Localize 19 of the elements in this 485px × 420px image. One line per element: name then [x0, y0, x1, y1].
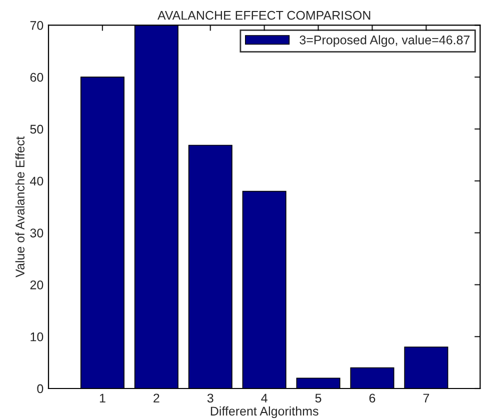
x-tick-label: 3: [207, 394, 214, 403]
y-tick-label: 20: [30, 280, 44, 290]
y-tick-label: 30: [30, 228, 44, 238]
x-tick-label: 1: [100, 394, 106, 402]
y-axis-title: Value of Avalanche Effect: [15, 136, 24, 278]
y-tick-label: 50: [30, 124, 44, 134]
y-tick-label: 40: [30, 176, 44, 186]
x-axis-title: Different Algorithms: [210, 406, 318, 418]
legend-label: 3=Proposed Algo, value=46.87: [300, 35, 470, 47]
y-tick-label: 0: [37, 384, 44, 394]
y-tick-label: 10: [30, 332, 44, 342]
chart-title: AVALANCHE EFFECT COMPARISON: [157, 10, 370, 20]
x-tick-label: 5: [315, 394, 322, 403]
y-tick-label: 70: [30, 21, 44, 30]
x-tick-label: 4: [261, 394, 268, 402]
y-tick-label: 60: [30, 72, 44, 82]
x-tick-label: 6: [369, 394, 376, 403]
x-tick-label: 2: [154, 394, 160, 402]
x-tick-label: 7: [423, 394, 430, 402]
